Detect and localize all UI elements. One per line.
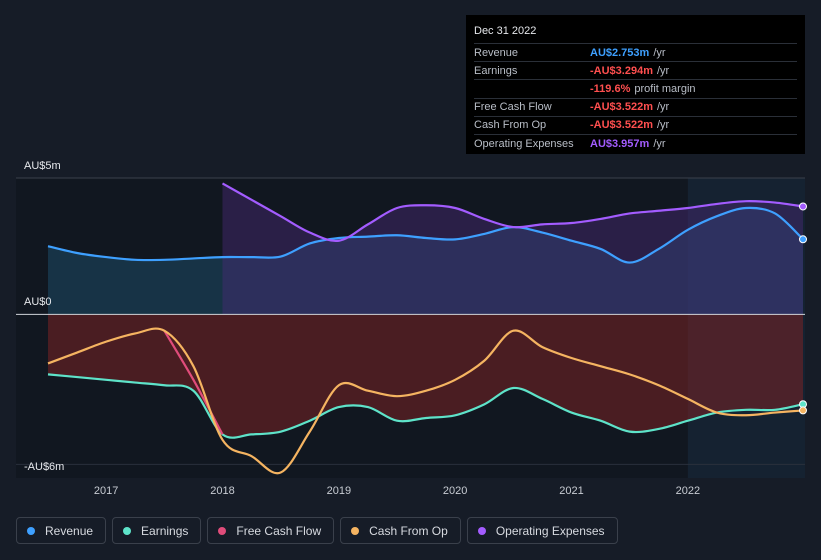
- tooltip-row-unit: profit margin: [634, 82, 696, 95]
- tooltip-row-label: Operating Expenses: [474, 137, 574, 150]
- legend-item-cash-from-op[interactable]: Cash From Op: [340, 517, 461, 544]
- tooltip-row: Free Cash Flow -AU$3.522m/yr: [474, 97, 797, 116]
- legend-dot-icon: [123, 526, 132, 535]
- tooltip-row-unit: /yr: [656, 64, 670, 77]
- tooltip-row-label: Earnings: [474, 64, 518, 77]
- legend-item-operating-expenses[interactable]: Operating Expenses: [466, 517, 618, 544]
- legend-dot-icon: [351, 526, 360, 535]
- legend-label: Cash From Op: [369, 523, 448, 538]
- legend-dot-icon: [477, 526, 486, 535]
- legend-dot-icon: [27, 526, 35, 535]
- legend-label: Earnings: [141, 523, 189, 538]
- cash-from-op-line: [47, 327, 804, 475]
- tooltip-row: Operating Expenses AU$3.957m/yr: [474, 133, 797, 152]
- tooltip-date: Dec 31 2022: [474, 25, 537, 37]
- tooltip-row-unit: /yr: [653, 137, 666, 150]
- legend: Revenue Earnings Free Cash Flow Cash From O…: [16, 517, 618, 544]
- y-axis-top-label: AU$5m: [24, 160, 61, 172]
- operating-expenses-area: [222, 183, 803, 315]
- earnings-area: [48, 314, 803, 438]
- x-tick-label: 2017: [93, 485, 119, 497]
- tooltip-row-value: -AU$3.522m: [590, 119, 653, 132]
- legend-item-free-cash-flow[interactable]: Free Cash Flow: [207, 517, 335, 544]
- tooltip-row-value: AU$2.753m: [590, 46, 650, 59]
- tooltip-row-label: Cash From Op: [474, 119, 547, 132]
- y-axis-zero-label: AU$0: [24, 296, 52, 308]
- legend-item-revenue[interactable]: Revenue: [16, 517, 107, 544]
- tooltip-row-label: Free Cash Flow: [474, 101, 552, 114]
- revenue-line: [47, 206, 804, 264]
- earnings-line: [47, 373, 804, 439]
- tooltip-row: Cash From Op -AU$3.522m/yr: [474, 115, 797, 134]
- legend-label: Free Cash Flow: [236, 523, 322, 538]
- tooltip-row-unit: /yr: [656, 119, 670, 132]
- legend-label: Operating Expenses: [495, 523, 605, 538]
- legend-item-earnings[interactable]: Earnings: [112, 517, 202, 544]
- tooltip-row-value: -AU$3.294m: [590, 64, 653, 77]
- tooltip-row-value: -119.6%: [590, 82, 631, 95]
- x-tick-label: 2018: [210, 485, 235, 497]
- revenue-end-marker: [799, 235, 807, 244]
- tooltip-row-unit: /yr: [656, 101, 670, 114]
- legend-dot-icon: [218, 526, 227, 535]
- tooltip-row-label: Revenue: [474, 46, 519, 59]
- cash-from-op-end-marker: [799, 406, 807, 415]
- x-tick-label: 2021: [559, 485, 584, 497]
- revenue-area: [48, 207, 803, 315]
- operating-expenses-end-marker: [799, 202, 807, 211]
- free-cash-flow-line: [163, 330, 224, 435]
- y-axis-bottom-label: -AU$6m: [24, 461, 65, 473]
- tooltip-row: -119.6% profit margin: [474, 79, 797, 97]
- tooltip-row-unit: /yr: [653, 46, 666, 59]
- tooltip-row-value: AU$3.957m: [590, 137, 650, 150]
- legend-label: Revenue: [45, 523, 94, 538]
- operating-expenses-line: [221, 182, 804, 243]
- x-tick-label: 2022: [675, 485, 701, 497]
- tooltip-row: Revenue AU$2.753m/yr: [474, 43, 797, 61]
- x-tick-label: 2019: [326, 485, 352, 497]
- tooltip-row-value: -AU$3.522m: [590, 101, 653, 114]
- x-tick-label: 2020: [442, 485, 468, 497]
- data-tooltip: Dec 31 2022 Revenue AU$2.753m/yr Earnings -…: [466, 15, 805, 154]
- tooltip-row: Earnings -AU$3.294m/yr: [474, 61, 797, 79]
